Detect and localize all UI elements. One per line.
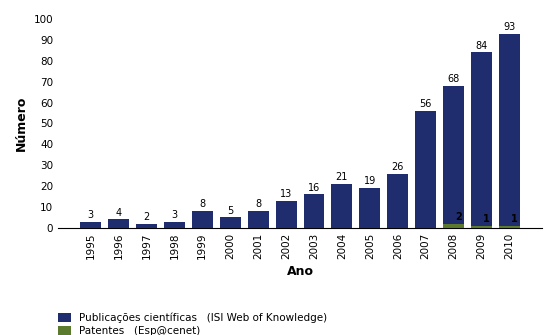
Bar: [471, 52, 492, 228]
Text: 26: 26: [392, 162, 404, 172]
Bar: [471, 226, 492, 228]
Text: 5: 5: [227, 206, 233, 216]
Text: 21: 21: [336, 172, 348, 182]
Bar: [443, 86, 464, 228]
Y-axis label: Número: Número: [15, 96, 28, 151]
Text: 68: 68: [447, 74, 460, 84]
Bar: [387, 174, 408, 228]
Bar: [304, 194, 325, 228]
Bar: [276, 201, 296, 228]
Bar: [443, 224, 464, 228]
Bar: [219, 217, 241, 228]
Bar: [136, 224, 157, 228]
Bar: [499, 226, 520, 228]
Text: 1: 1: [483, 214, 490, 224]
Bar: [164, 221, 185, 228]
Text: 4: 4: [115, 208, 121, 218]
Text: 13: 13: [280, 189, 292, 199]
Bar: [192, 211, 213, 228]
Text: 56: 56: [419, 99, 432, 109]
Text: 8: 8: [199, 199, 206, 209]
Legend: Publicações científicas   (ISI Web of Knowledge), Patentes   (Esp@cenet): Publicações científicas (ISI Web of Know…: [58, 312, 328, 335]
Bar: [416, 111, 436, 228]
Bar: [108, 219, 129, 228]
Text: 84: 84: [476, 41, 488, 51]
Bar: [499, 34, 520, 228]
Bar: [80, 221, 101, 228]
Text: 3: 3: [171, 210, 177, 220]
Text: 3: 3: [87, 210, 94, 220]
Bar: [248, 211, 268, 228]
Text: 1: 1: [511, 214, 518, 224]
Bar: [359, 188, 380, 228]
X-axis label: Ano: Ano: [286, 265, 314, 278]
Text: 8: 8: [255, 199, 261, 209]
Text: 93: 93: [504, 22, 516, 32]
Text: 2: 2: [143, 212, 149, 222]
Text: 19: 19: [364, 177, 376, 187]
Bar: [331, 184, 353, 228]
Text: 16: 16: [308, 183, 320, 193]
Text: 2: 2: [455, 212, 462, 222]
